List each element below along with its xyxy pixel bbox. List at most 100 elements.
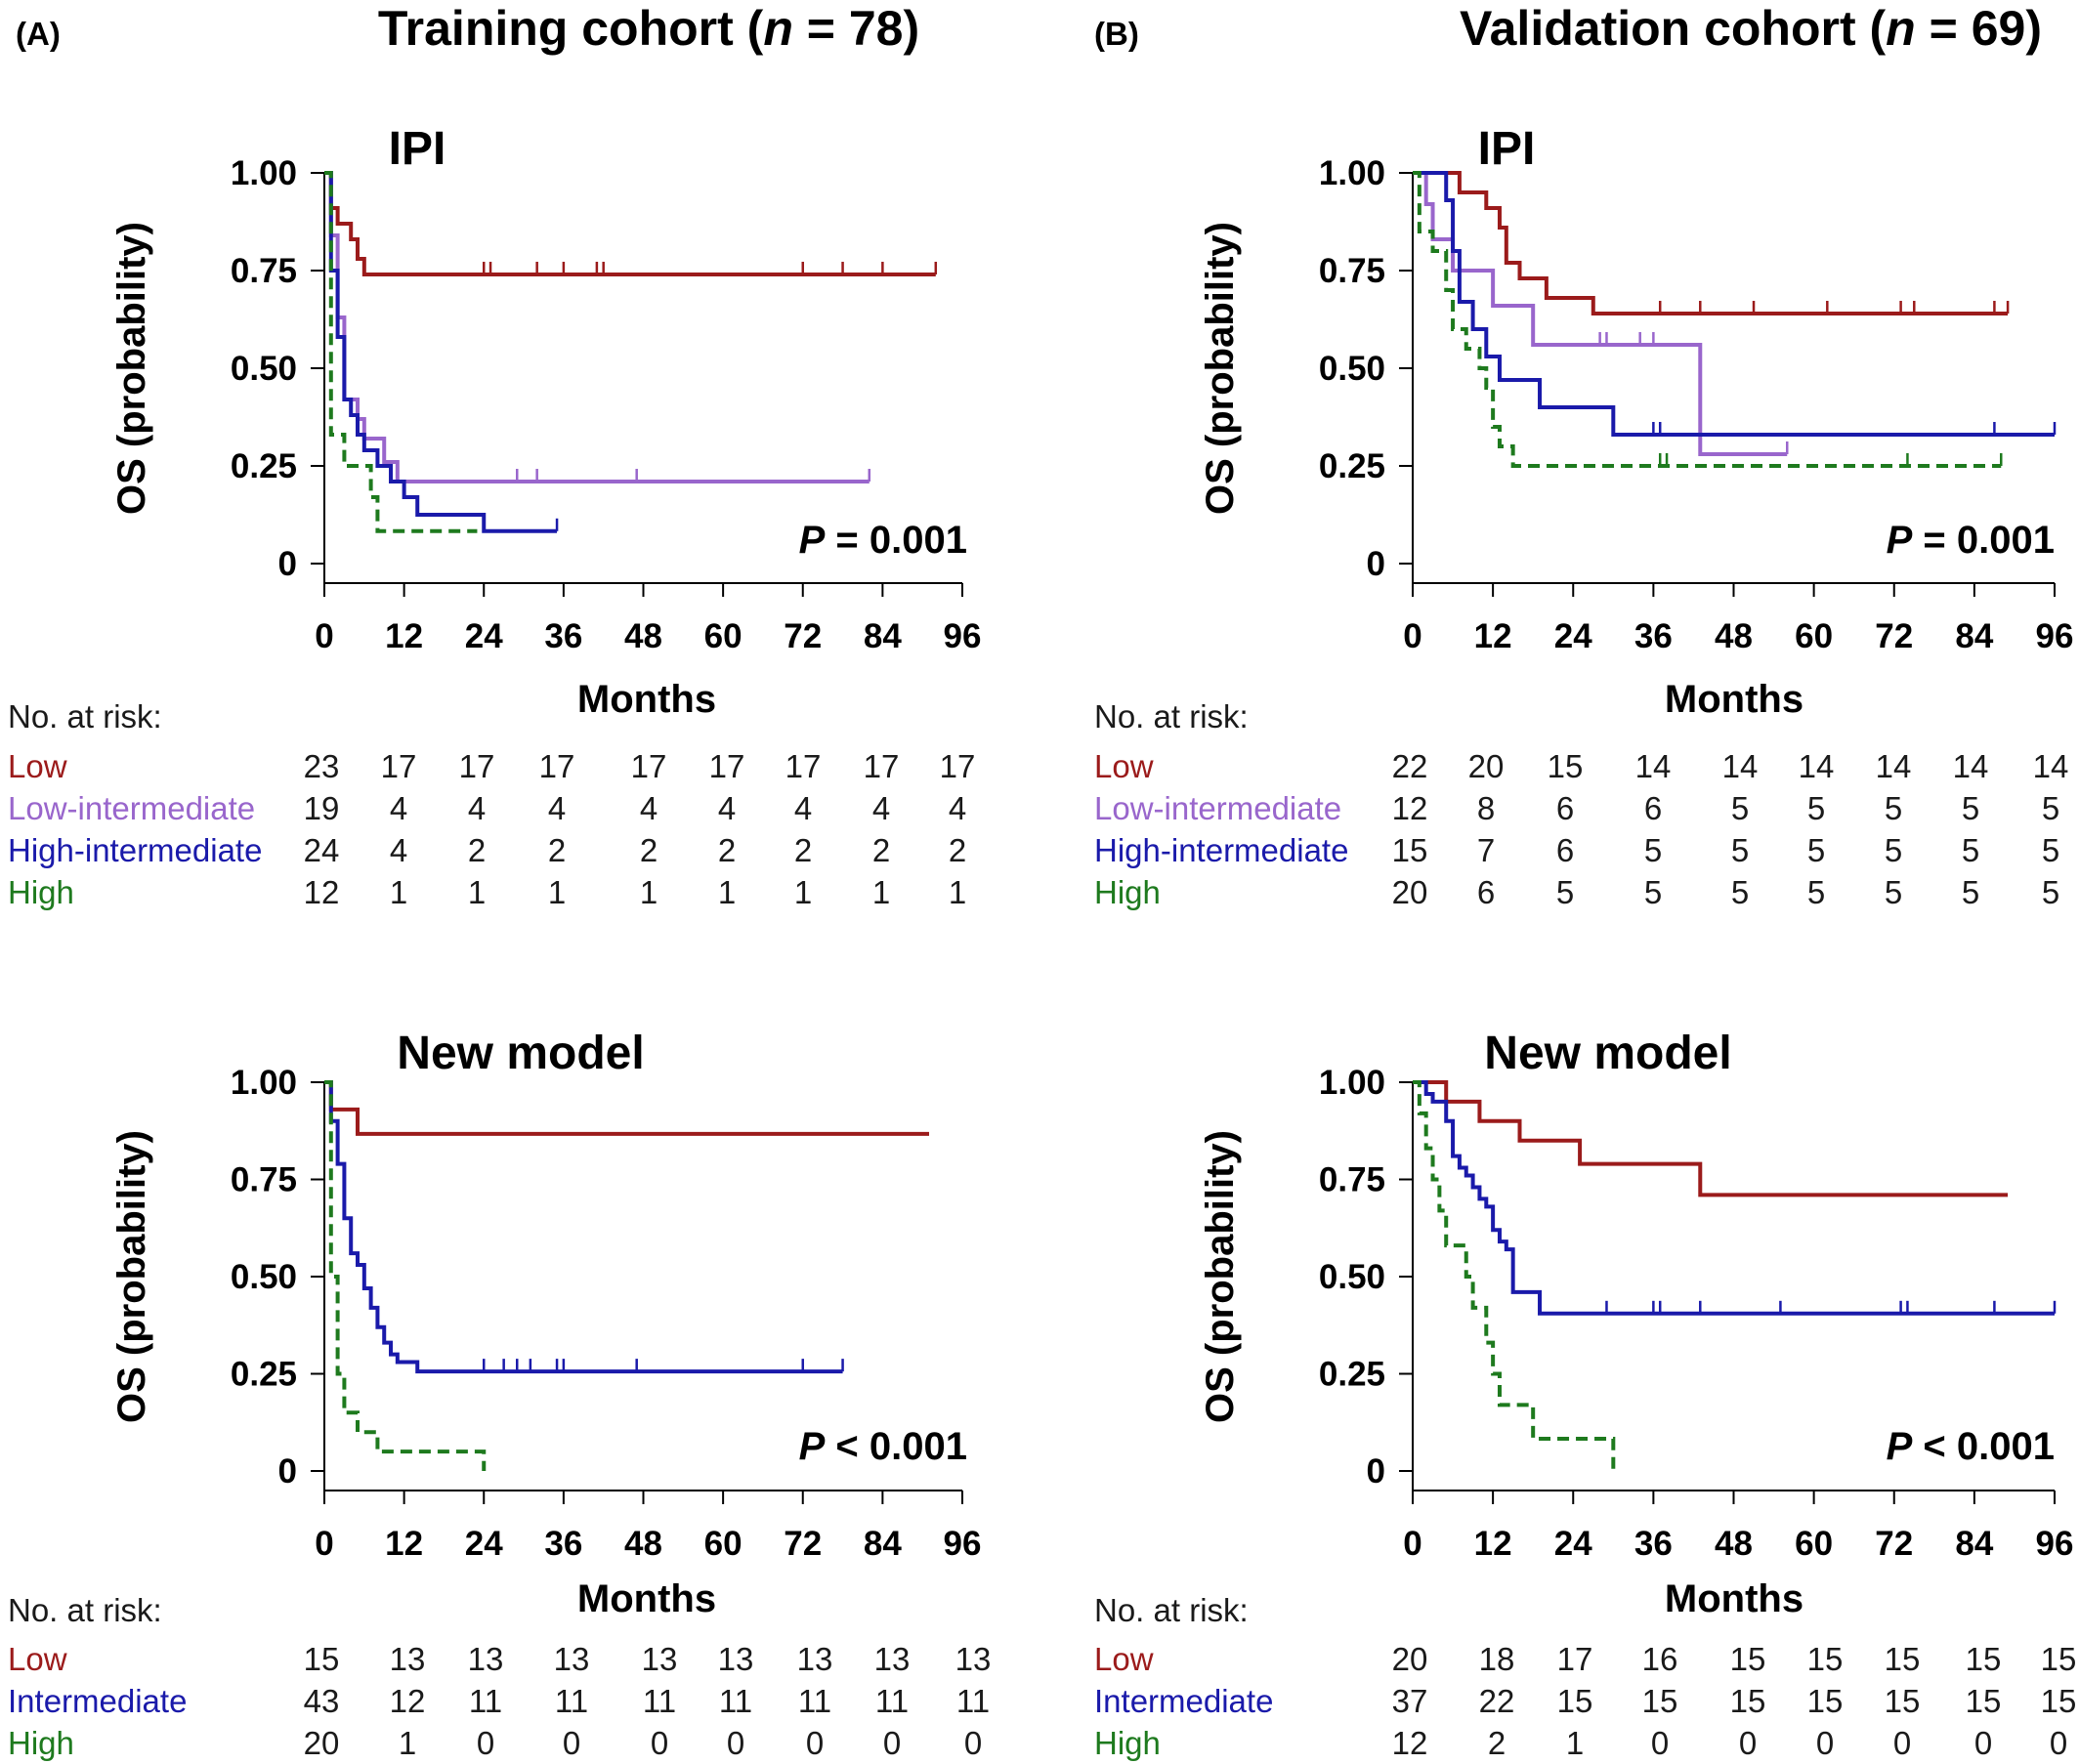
risk-count: 0 xyxy=(1651,1725,1669,1761)
risk-count: 5 xyxy=(1644,874,1662,910)
y-tick-label: 0 xyxy=(1367,1452,1385,1491)
risk-row-label: Low-intermediate xyxy=(1094,790,1341,826)
risk-row-label: Low xyxy=(1094,1641,1154,1677)
risk-row-label: High-intermediate xyxy=(1094,832,1348,868)
y-tick-label: 0.75 xyxy=(1319,1161,1385,1199)
risk-count: 4 xyxy=(640,790,658,826)
y-axis-label: OS (probability) xyxy=(1199,1130,1242,1423)
column-a-header: (A) Training cohort (n = 78) xyxy=(16,1,919,56)
y-axis-label: OS (probability) xyxy=(110,1130,153,1423)
p-value-text: = 0.001 xyxy=(825,519,967,562)
risk-count: 0 xyxy=(563,1725,580,1761)
risk-row-label: Low xyxy=(8,748,67,784)
y-tick-label: 1.00 xyxy=(231,154,297,192)
risk-count: 13 xyxy=(797,1641,833,1677)
x-tick-label: 36 xyxy=(544,617,582,655)
x-tick-label: 0 xyxy=(315,617,333,655)
risk-count: 1 xyxy=(468,874,486,910)
risk-count: 15 xyxy=(2041,1641,2077,1677)
risk-row-label: High-intermediate xyxy=(8,832,262,868)
km-panel-2: IPI 0 12 24 36 48 60 72 84 96 0 0.25 0.50 0.75 1.00 Mon… xyxy=(1094,123,2073,910)
km-panel-3: New model 0 12 24 36 48 60 72 84 96 0 0.25 0.50 0.75 1… xyxy=(8,1028,991,1761)
risk-count: 17 xyxy=(1557,1641,1593,1677)
risk-count: 6 xyxy=(1644,790,1662,826)
risk-count: 12 xyxy=(1392,1725,1428,1761)
risk-count: 11 xyxy=(956,1683,990,1719)
x-tick-label: 84 xyxy=(1955,1525,1993,1563)
plot-title: IPI xyxy=(389,123,446,175)
risk-count: 15 xyxy=(1642,1683,1678,1719)
risk-row-label: High xyxy=(1094,874,1161,910)
risk-count: 0 xyxy=(1974,1725,1992,1761)
risk-count: 6 xyxy=(1556,790,1574,826)
risk-count: 17 xyxy=(864,748,900,784)
risk-count: 0 xyxy=(806,1725,824,1761)
risk-count: 17 xyxy=(631,748,667,784)
risk-count: 1 xyxy=(794,874,812,910)
x-tick-label: 0 xyxy=(1403,1525,1421,1563)
risk-row-label: High xyxy=(1094,1725,1161,1761)
p-value-text: < 0.001 xyxy=(1912,1425,2055,1468)
risk-count: 15 xyxy=(1885,1683,1921,1719)
risk-table-header: No. at risk: xyxy=(1094,1592,1249,1628)
y-axis-label: OS (probability) xyxy=(110,222,153,515)
x-tick-label: 48 xyxy=(624,1525,662,1563)
risk-count: 15 xyxy=(1807,1683,1844,1719)
risk-count: 5 xyxy=(1807,790,1825,826)
risk-count: 0 xyxy=(2050,1725,2067,1761)
p-value-symbol: P xyxy=(799,1425,826,1468)
risk-count: 14 xyxy=(1799,748,1835,784)
risk-count: 8 xyxy=(1477,790,1495,826)
risk-count: 2 xyxy=(640,832,658,868)
x-tick-label: 48 xyxy=(1715,617,1753,655)
x-tick-label: 60 xyxy=(1795,617,1833,655)
x-tick-label: 24 xyxy=(465,1525,503,1563)
p-value: P = 0.001 xyxy=(1887,519,2055,562)
km-curve-high xyxy=(1413,1080,1616,1471)
y-tick-label: 0 xyxy=(1367,545,1385,583)
x-tick-label: 72 xyxy=(1875,1525,1913,1563)
risk-count: 15 xyxy=(1548,748,1584,784)
risk-count: 15 xyxy=(1392,832,1428,868)
x-tick-label: 36 xyxy=(544,1525,582,1563)
risk-count: 17 xyxy=(539,748,575,784)
risk-count: 13 xyxy=(642,1641,678,1677)
risk-count: 0 xyxy=(1739,1725,1757,1761)
risk-count: 24 xyxy=(304,832,340,868)
risk-count: 5 xyxy=(1731,790,1749,826)
risk-count: 13 xyxy=(554,1641,590,1677)
risk-row-label: High xyxy=(8,1725,74,1761)
km-curve-low xyxy=(1413,1080,2009,1197)
risk-count: 13 xyxy=(390,1641,426,1677)
x-tick-label: 48 xyxy=(624,617,662,655)
risk-count: 5 xyxy=(2042,874,2059,910)
risk-count: 15 xyxy=(1966,1641,2002,1677)
x-tick-label: 96 xyxy=(2036,617,2074,655)
risk-count: 4 xyxy=(548,790,566,826)
p-value-text: = 0.001 xyxy=(1912,519,2055,562)
risk-count: 5 xyxy=(1731,874,1749,910)
risk-count: 16 xyxy=(1642,1641,1678,1677)
risk-count: 1 xyxy=(872,874,890,910)
risk-count: 5 xyxy=(1962,832,1979,868)
risk-table-header: No. at risk: xyxy=(8,1592,162,1628)
p-value-text: < 0.001 xyxy=(825,1425,967,1468)
plot-title: New model xyxy=(1484,1028,1731,1079)
risk-count: 22 xyxy=(1479,1683,1515,1719)
x-tick-label: 24 xyxy=(1554,617,1592,655)
risk-count: 4 xyxy=(949,790,966,826)
y-tick-label: 0 xyxy=(278,545,297,583)
risk-count: 5 xyxy=(1885,790,1902,826)
x-tick-label: 60 xyxy=(704,1525,742,1563)
risk-count: 12 xyxy=(304,874,340,910)
risk-count: 0 xyxy=(1816,1725,1834,1761)
y-tick-label: 0.75 xyxy=(231,1161,297,1199)
risk-count: 13 xyxy=(718,1641,754,1677)
risk-count: 4 xyxy=(390,832,407,868)
km-curve-high-intermediate xyxy=(1413,171,2055,437)
risk-count: 5 xyxy=(1962,790,1979,826)
risk-count: 17 xyxy=(940,748,976,784)
risk-count: 15 xyxy=(1885,1641,1921,1677)
risk-count: 1 xyxy=(718,874,736,910)
